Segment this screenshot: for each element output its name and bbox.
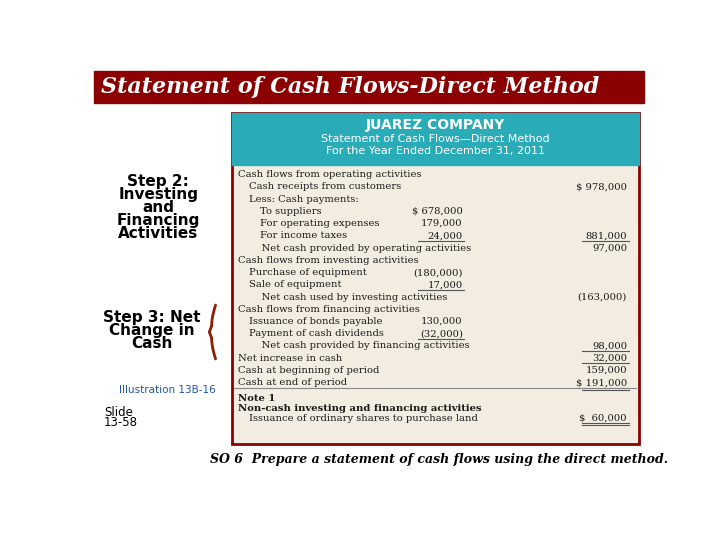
Text: Net cash provided by financing activities: Net cash provided by financing activitie… [249,341,469,350]
Text: (180,000): (180,000) [413,268,463,277]
Text: $  60,000: $ 60,000 [580,414,627,423]
Text: Step 2:: Step 2: [127,173,189,188]
Text: Issuance of ordinary shares to purchase land: Issuance of ordinary shares to purchase … [249,414,478,423]
Text: Net increase in cash: Net increase in cash [238,354,342,363]
Text: JUAREZ COMPANY: JUAREZ COMPANY [366,118,505,132]
Text: Note 1: Note 1 [238,394,275,403]
Text: For income taxes: For income taxes [260,231,347,240]
Text: Investing: Investing [118,187,198,201]
Text: To suppliers: To suppliers [260,207,321,216]
Text: 32,000: 32,000 [592,354,627,363]
Text: Step 3: Net: Step 3: Net [103,310,201,325]
Text: Non-cash investing and financing activities: Non-cash investing and financing activit… [238,404,482,413]
Text: For operating expenses: For operating expenses [260,219,379,228]
Text: 130,000: 130,000 [421,317,463,326]
Text: Payment of cash dividends: Payment of cash dividends [249,329,384,338]
Text: Cash flows from financing activities: Cash flows from financing activities [238,305,420,314]
Text: SO 6  Prepare a statement of cash flows using the direct method.: SO 6 Prepare a statement of cash flows u… [210,453,668,465]
Bar [232,112,639,444]
Text: Sale of equipment: Sale of equipment [249,280,341,289]
Text: Slide: Slide [104,406,132,420]
Text: Net cash used by investing activities: Net cash used by investing activities [249,293,447,301]
Text: Activities: Activities [118,226,198,241]
Text: 97,000: 97,000 [592,244,627,253]
Text: Purchase of equipment: Purchase of equipment [249,268,366,277]
Text: 13-58: 13-58 [104,416,138,429]
Text: Cash flows from operating activities: Cash flows from operating activities [238,170,421,179]
Text: $ 978,000: $ 978,000 [576,183,627,192]
Bar [94,71,644,103]
Text: Cash at end of period: Cash at end of period [238,378,347,387]
Text: 881,000: 881,000 [585,231,627,240]
Text: Financing: Financing [117,213,200,228]
Text: Issuance of bonds payable: Issuance of bonds payable [249,317,382,326]
Text: (163,000): (163,000) [577,293,627,301]
Text: Cash receipts from customers: Cash receipts from customers [249,183,401,192]
Text: Cash at beginning of period: Cash at beginning of period [238,366,379,375]
Text: Illustration 13B-16: Illustration 13B-16 [119,384,216,395]
Text: (32,000): (32,000) [420,329,463,338]
Bar [232,112,639,165]
Text: Cash: Cash [131,336,173,351]
Text: $ 191,000: $ 191,000 [576,378,627,387]
Text: 24,000: 24,000 [428,231,463,240]
Text: 159,000: 159,000 [585,366,627,375]
Text: 179,000: 179,000 [421,219,463,228]
Text: $ 678,000: $ 678,000 [412,207,463,216]
Text: Statement of Cash Flows—Direct Method: Statement of Cash Flows—Direct Method [321,134,549,144]
Text: 98,000: 98,000 [592,341,627,350]
Text: Statement of Cash Flows-Direct Method: Statement of Cash Flows-Direct Method [101,76,599,98]
Text: 17,000: 17,000 [428,280,463,289]
Text: For the Year Ended December 31, 2011: For the Year Ended December 31, 2011 [325,146,545,156]
Text: Change in: Change in [109,323,195,338]
Text: Cash flows from investing activities: Cash flows from investing activities [238,256,418,265]
Text: Less: Cash payments:: Less: Cash payments: [249,195,359,204]
Text: and: and [142,200,174,215]
Text: Net cash provided by operating activities: Net cash provided by operating activitie… [249,244,471,253]
